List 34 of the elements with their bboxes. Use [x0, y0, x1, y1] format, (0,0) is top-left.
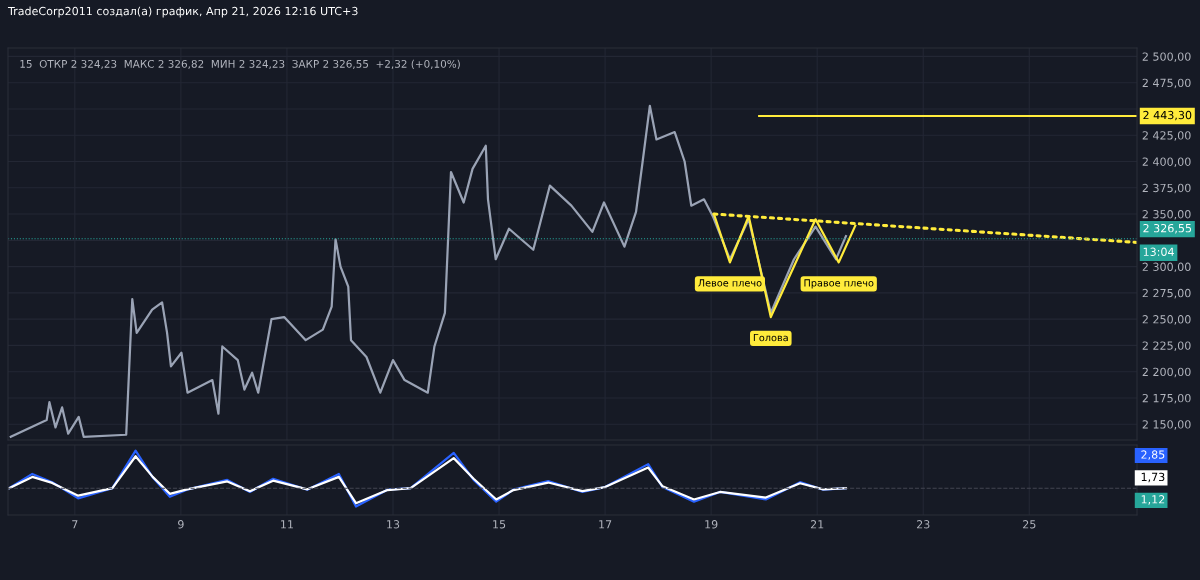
y-tick-label: 2 150,00	[1142, 420, 1191, 430]
y-tick-label: 2 300,00	[1142, 262, 1191, 273]
y-tick-label: 2 250,00	[1142, 315, 1191, 325]
x-tick-label: 25	[1023, 520, 1036, 529]
x-tick-label: 19	[705, 520, 718, 529]
ref-line-label: 2 326,55	[1143, 223, 1192, 234]
text: 1,73	[1141, 472, 1165, 483]
x-tick-label: 15	[493, 520, 506, 529]
y-tick-label: 2 400,00	[1142, 157, 1191, 168]
x-tick-label: 7	[72, 520, 78, 529]
x-tick-label: 9	[178, 520, 184, 529]
x-tick-label: 23	[916, 520, 930, 529]
text: 13:04	[1143, 247, 1174, 256]
y-tick-label: 2 200,00	[1142, 367, 1191, 378]
x-tick-label: 13	[387, 520, 400, 529]
annotation: Правое плечо	[804, 279, 874, 289]
text: 1,12	[1141, 495, 1165, 505]
chart-title: TradeCorp2011 создал(а) график, Апр 21, 2026 12:16 UTC+3	[7, 6, 358, 18]
y-tick-label: 2 225,00	[1142, 341, 1191, 351]
x-tick-label: 11	[281, 520, 293, 529]
x-tick-label: 17	[599, 520, 612, 529]
data-label: 2 443,30	[1143, 110, 1192, 121]
y-tick-label: 2 350,00	[1142, 210, 1191, 220]
annotation: Голова	[753, 334, 788, 342]
annotation: Левое плечо	[698, 279, 762, 287]
text: 15 ОТКР 2 324,23 МАКС 2 326,82 МИН 2 324,23 ЗАКР 2 326,55 +2,32 (+0,10%)	[20, 59, 460, 70]
text: 2,85	[1141, 450, 1165, 460]
y-tick-label: 2 475,00	[1142, 78, 1191, 89]
y-tick-label: 2 175,00	[1142, 393, 1191, 404]
x-tick-label: 21	[810, 520, 824, 529]
y-tick-label: 2 425,00	[1142, 131, 1191, 141]
y-tick-label: 2 500,00	[1142, 52, 1191, 62]
y-tick-label: 2 275,00	[1142, 288, 1191, 299]
y-tick-label: 2 375,00	[1142, 183, 1191, 194]
